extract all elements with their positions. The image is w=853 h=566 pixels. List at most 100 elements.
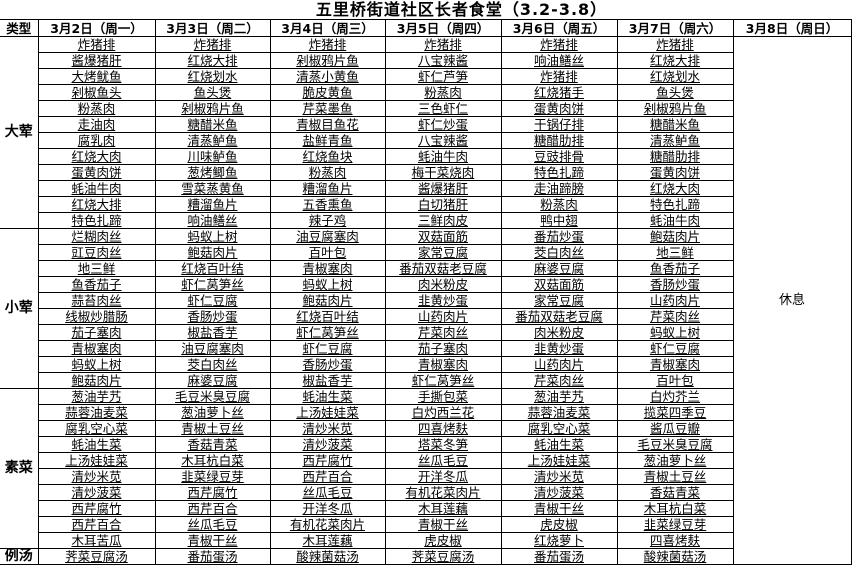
dish-cell: 鱼头煲 <box>616 84 734 101</box>
category-label: 素菜 <box>0 388 39 549</box>
dish-name: 荠菜豆腐汤 <box>411 549 475 564</box>
dish-name: 上汤娃娃菜 <box>527 453 591 468</box>
dish-name: 红烧鱼块 <box>302 149 353 164</box>
menu-row: 蒜蓉油麦菜 葱油萝卜丝 上汤娃娃菜 白灼西兰花 蒜蓉油麦菜 揽菜四季豆 <box>0 404 851 421</box>
dish-cell: 四喜烤麸 <box>616 532 734 549</box>
dish-name: 青椒干丝 <box>533 501 584 516</box>
dish-cell: 三色虾仁 <box>384 100 502 117</box>
dish-cell: 香菇青菜 <box>154 436 271 453</box>
dish-cell: 青椒塞肉 <box>384 356 502 373</box>
dish-name: 葱油芋艿 <box>71 389 122 404</box>
dish-name: 西芹腐竹 <box>302 453 353 468</box>
dish-cell: 上汤娃娃菜 <box>500 452 618 469</box>
dish-cell: 酱爆猪肝 <box>384 180 502 197</box>
dish-cell: 蚂蚁上树 <box>37 356 156 373</box>
dish-cell: 梅干菜烧肉 <box>384 164 502 181</box>
dish-cell: 油豆腐塞肉 <box>154 340 271 357</box>
dish-name: 木耳莲藕 <box>417 501 468 516</box>
dish-cell: 红烧鱼块 <box>269 148 386 165</box>
dish-name: 山药肉片 <box>417 309 468 324</box>
dish-cell: 蛋黄肉饼 <box>500 100 618 117</box>
dish-cell: 葱油萝卜丝 <box>154 404 271 421</box>
menu-row: 鲍菇肉片 麻婆豆腐 椒盐香芋 虾仁莴笋丝 芹菜肉丝 百叶包 <box>0 372 851 389</box>
menu-row: 豇豆肉丝 鲍菇肉片 百叶包 家常豆腐 茭白肉丝 地三鲜 <box>0 244 851 261</box>
dish-cell: 红烧大排 <box>154 52 271 69</box>
dish-cell: 糟溜鱼片 <box>154 196 271 213</box>
dish-name: 香肠炒蛋 <box>302 357 353 372</box>
dish-name: 酱瓜豆瓣 <box>649 421 700 436</box>
dish-name: 韭菜绿豆芽 <box>181 469 244 484</box>
dish-cell: 山药肉片 <box>616 292 734 309</box>
menu-row: 木耳苦瓜 青椒干丝 木耳莲藕 虎皮椒 红烧萝卜 四喜烤麸 <box>0 532 851 549</box>
header-row: 类型 3月2日（周一） 3月3日（周二） 3月4日（周三） 3月5日（周四） 3月6日（周… <box>0 19 852 37</box>
dish-cell: 特色扎蹄 <box>616 196 734 213</box>
dish-cell: 蚝油生菜 <box>500 436 618 453</box>
dish-name: 蚝油生菜 <box>302 389 353 404</box>
dish-name: 川味鲈鱼 <box>187 149 238 164</box>
dish-name: 肉米粉皮 <box>533 325 584 340</box>
dish-cell: 三鲜肉皮 <box>384 212 502 229</box>
menu-row: 素菜 葱油芋艿 毛豆米臭豆腐 蚝油生菜 手撕包菜 葱油芋艿 白灼芥兰 <box>0 388 851 549</box>
header-day: 3月3日（周二） <box>154 19 271 37</box>
dish-name: 双菇面筋 <box>417 229 468 244</box>
dish-cell: 红烧萝卜 <box>500 532 618 549</box>
dish-cell: 西芹百合 <box>269 468 386 485</box>
dish-cell: 蛋黄肉饼 <box>37 164 156 181</box>
dish-name: 辣子鸡 <box>308 213 347 228</box>
dish-cell: 椒盐香芋 <box>154 324 271 341</box>
dish-name: 麻婆豆腐 <box>187 373 238 388</box>
dish-cell: 红烧猪手 <box>500 84 618 101</box>
dish-cell: 剁椒鸦片鱼 <box>154 100 271 117</box>
menu-row: 小荤 烂糊肉丝 蚂蚁上树 油豆腐塞肉 双菇面筋 番茄炒蛋 鲍菇肉片 <box>0 228 851 389</box>
dish-name: 蒜蓉油麦菜 <box>65 405 128 420</box>
menu-row: 红烧大肉 川味鲈鱼 红烧鱼块 蚝油牛肉 豆豉排骨 糖醋肋排 <box>0 148 851 165</box>
dish-name: 香肠炒蛋 <box>649 277 700 292</box>
dish-cell: 辣子鸡 <box>269 212 386 229</box>
dish-cell: 粉蒸肉 <box>269 164 386 181</box>
dish-name: 干锅仔排 <box>533 117 584 132</box>
dish-cell: 清炒菠菜 <box>37 484 156 501</box>
header-day: 3月2日（周一） <box>37 19 156 37</box>
dish-cell: 脆皮黄鱼 <box>269 84 386 101</box>
dish-cell: 腐乳空心菜 <box>37 420 156 437</box>
dish-cell: 葱烤鲫鱼 <box>154 164 271 181</box>
dish-cell: 红烧划水 <box>616 68 734 85</box>
dish-cell: 虾仁莴笋丝 <box>384 372 502 389</box>
dish-name: 家常豆腐 <box>417 245 468 260</box>
dish-cell: 韭菜绿豆芽 <box>616 516 734 533</box>
header-day: 3月8日（周日） <box>732 19 852 37</box>
dish-name: 茄子塞肉 <box>417 341 468 356</box>
dish-name: 芹菜墨鱼 <box>302 101 353 116</box>
dish-cell: 特色扎蹄 <box>500 164 618 181</box>
dish-cell: 鲍菇肉片 <box>154 244 271 261</box>
dish-cell: 白灼芥兰 <box>616 388 734 405</box>
page-title: 五里桥街道社区长者食堂（3.2-3.8） <box>315 0 608 19</box>
dish-name: 炸猪排 <box>540 69 578 84</box>
dish-name: 鲍菇肉片 <box>71 373 122 388</box>
dish-cell: 香菇青菜 <box>616 484 734 501</box>
dish-name: 虾仁豆腐 <box>302 341 353 356</box>
dish-name: 开洋冬瓜 <box>302 501 353 516</box>
dish-name: 虎皮椒 <box>540 517 578 532</box>
dish-cell: 糖醋米鱼 <box>616 116 734 133</box>
dish-cell: 走油蹄膀 <box>500 180 618 197</box>
dish-cell: 清炒菠菜 <box>500 484 618 501</box>
dish-cell: 手撕包菜 <box>384 388 502 405</box>
dish-cell: 清炒米苋 <box>269 420 386 437</box>
dish-name: 蛋黄肉饼 <box>649 165 700 180</box>
rest-day-cell: 休息 <box>732 36 852 565</box>
dish-cell: 地三鲜 <box>37 260 156 277</box>
dish-name: 走油蹄膀 <box>533 181 584 196</box>
dish-cell: 白灼西兰花 <box>384 404 502 421</box>
dish-name: 炸猪排 <box>193 37 232 52</box>
dish-cell: 虾仁豆腐 <box>154 292 271 309</box>
dish-cell: 木耳莲藕 <box>384 500 502 517</box>
dish-cell: 剁椒鸦片鱼 <box>616 100 734 117</box>
dish-cell: 葱油萝卜丝 <box>616 452 734 469</box>
dish-cell: 揽菜四季豆 <box>616 404 734 421</box>
dish-cell: 上汤娃娃菜 <box>269 404 386 421</box>
dish-cell: 茭白肉丝 <box>500 244 618 261</box>
dish-name: 上汤娃娃菜 <box>296 405 359 420</box>
dish-name: 蚂蚁上树 <box>649 325 700 340</box>
dish-name: 粉蒸肉 <box>540 197 578 212</box>
